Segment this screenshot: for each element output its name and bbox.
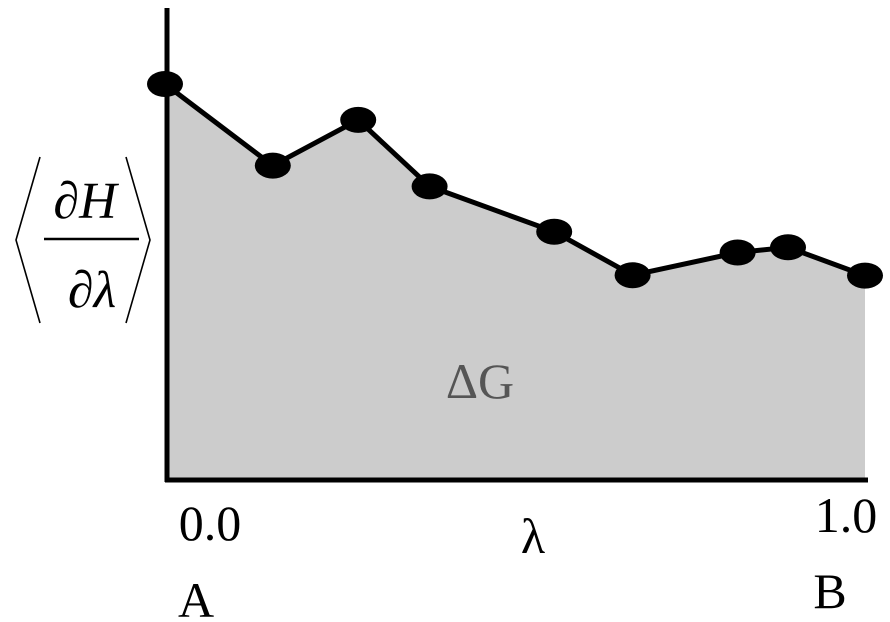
y-label-numerator: ∂H bbox=[53, 173, 119, 230]
data-point-2 bbox=[254, 152, 291, 179]
left-angle-bracket bbox=[15, 156, 41, 324]
data-point-6 bbox=[614, 262, 651, 289]
state-label-a: A bbox=[178, 572, 214, 622]
x-tick-label-end: 1.0 bbox=[815, 487, 878, 543]
y-label-denominator: ∂λ bbox=[68, 262, 116, 319]
data-point-7 bbox=[719, 239, 756, 266]
state-label-b: B bbox=[813, 563, 846, 619]
data-point-9 bbox=[847, 262, 883, 289]
right-angle-bracket bbox=[125, 156, 151, 324]
data-point-8 bbox=[770, 234, 806, 261]
x-axis-label: λ bbox=[521, 508, 545, 564]
data-point-5 bbox=[536, 218, 573, 245]
data-point-3 bbox=[340, 106, 377, 133]
delta-g-area bbox=[165, 84, 865, 480]
plot-area bbox=[147, 71, 883, 480]
x-tick-label-start: 0.0 bbox=[179, 495, 242, 551]
y-axis-label: ∂H ∂λ bbox=[15, 156, 151, 324]
series-markers bbox=[147, 71, 883, 289]
data-point-4 bbox=[411, 173, 448, 200]
area-label: ΔG bbox=[446, 353, 514, 409]
